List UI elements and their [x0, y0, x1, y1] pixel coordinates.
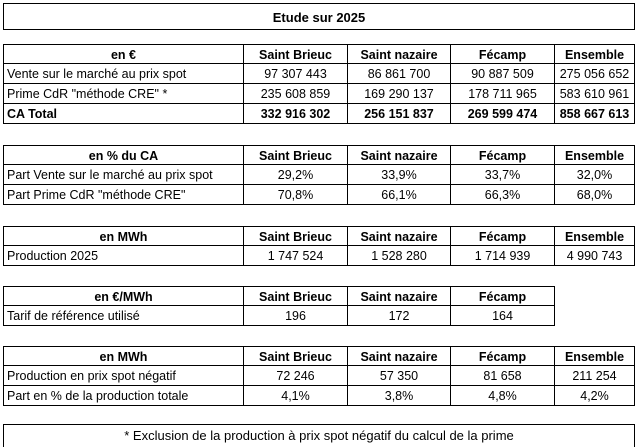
- value-cell[interactable]: 68,0%: [555, 185, 635, 205]
- value-cell[interactable]: 4,8%: [451, 386, 555, 406]
- value-cell[interactable]: 97 307 443: [244, 64, 348, 84]
- column-header[interactable]: Saint Brieuc: [244, 226, 348, 246]
- value-cell[interactable]: 72 246: [244, 366, 348, 386]
- header-unit[interactable]: en €/MWh: [3, 286, 244, 306]
- value-cell[interactable]: 235 608 859: [244, 84, 348, 104]
- column-header[interactable]: Saint nazaire: [348, 44, 451, 64]
- value-cell[interactable]: 583 610 961: [555, 84, 635, 104]
- value-cell[interactable]: 3,8%: [348, 386, 451, 406]
- column-header[interactable]: Ensemble: [555, 44, 635, 64]
- column-header[interactable]: Saint nazaire: [348, 346, 451, 366]
- row-label[interactable]: CA Total: [3, 104, 244, 124]
- column-header[interactable]: Saint Brieuc: [244, 44, 348, 64]
- table-row: Production 2025 1 747 524 1 528 280 1 71…: [0, 246, 636, 266]
- row-label[interactable]: Part en % de la production totale: [3, 386, 244, 406]
- value-cell[interactable]: 211 254: [555, 366, 635, 386]
- row-label[interactable]: Prime CdR "méthode CRE" *: [3, 84, 244, 104]
- value-cell[interactable]: 33,7%: [451, 165, 555, 185]
- value-cell[interactable]: 164: [451, 306, 555, 326]
- value-cell[interactable]: 4,2%: [555, 386, 635, 406]
- value-cell[interactable]: 57 350: [348, 366, 451, 386]
- row-label[interactable]: Production en prix spot négatif: [3, 366, 244, 386]
- column-header[interactable]: Ensemble: [555, 346, 635, 366]
- table-row: Production en prix spot négatif 72 246 5…: [0, 366, 636, 386]
- column-header[interactable]: Saint nazaire: [348, 226, 451, 246]
- table-header-row: en MWh Saint Brieuc Saint nazaire Fécamp…: [0, 226, 636, 246]
- value-cell[interactable]: 332 916 302: [244, 104, 348, 124]
- table-header-row: en % du CA Saint Brieuc Saint nazaire Fé…: [0, 145, 636, 165]
- table-row-total: CA Total 332 916 302 256 151 837 269 599…: [0, 104, 636, 124]
- value-cell[interactable]: 66,1%: [348, 185, 451, 205]
- value-cell[interactable]: 196: [244, 306, 348, 326]
- column-header[interactable]: Ensemble: [555, 145, 635, 165]
- row-label[interactable]: Part Prime CdR "méthode CRE": [3, 185, 244, 205]
- sheet-title[interactable]: Etude sur 2025: [3, 3, 635, 30]
- value-cell[interactable]: 178 711 965: [451, 84, 555, 104]
- column-header[interactable]: Ensemble: [555, 226, 635, 246]
- value-cell[interactable]: 4 990 743: [555, 246, 635, 266]
- value-cell[interactable]: 858 667 613: [555, 104, 635, 124]
- value-cell[interactable]: 32,0%: [555, 165, 635, 185]
- value-cell[interactable]: 33,9%: [348, 165, 451, 185]
- value-cell[interactable]: 29,2%: [244, 165, 348, 185]
- column-header[interactable]: Saint nazaire: [348, 145, 451, 165]
- table-row: Part Prime CdR "méthode CRE" 70,8% 66,1%…: [0, 185, 636, 205]
- column-header[interactable]: Saint nazaire: [348, 286, 451, 306]
- value-cell[interactable]: 4,1%: [244, 386, 348, 406]
- column-header[interactable]: Fécamp: [451, 286, 555, 306]
- header-unit[interactable]: en MWh: [3, 226, 244, 246]
- value-cell[interactable]: 269 599 474: [451, 104, 555, 124]
- value-cell[interactable]: 1 714 939: [451, 246, 555, 266]
- row-label[interactable]: Production 2025: [3, 246, 244, 266]
- column-header[interactable]: Saint Brieuc: [244, 346, 348, 366]
- value-cell[interactable]: 90 887 509: [451, 64, 555, 84]
- table-row: Vente sur le marché au prix spot 97 307 …: [0, 64, 636, 84]
- row-label[interactable]: Tarif de référence utilisé: [3, 306, 244, 326]
- value-cell[interactable]: 275 056 652: [555, 64, 635, 84]
- table-row: Prime CdR "méthode CRE" * 235 608 859 16…: [0, 84, 636, 104]
- header-unit[interactable]: en €: [3, 44, 244, 64]
- column-header[interactable]: Fécamp: [451, 44, 555, 64]
- value-cell[interactable]: 81 658: [451, 366, 555, 386]
- header-unit[interactable]: en MWh: [3, 346, 244, 366]
- column-header[interactable]: Saint Brieuc: [244, 286, 348, 306]
- footnote[interactable]: * Exclusion de la production à prix spot…: [3, 424, 635, 447]
- column-header[interactable]: Saint Brieuc: [244, 145, 348, 165]
- value-cell[interactable]: 86 861 700: [348, 64, 451, 84]
- header-unit[interactable]: en % du CA: [3, 145, 244, 165]
- table-header-row: en € Saint Brieuc Saint nazaire Fécamp E…: [0, 44, 636, 64]
- value-cell[interactable]: 66,3%: [451, 185, 555, 205]
- column-header[interactable]: Fécamp: [451, 226, 555, 246]
- table-header-row: en €/MWh Saint Brieuc Saint nazaire Féca…: [0, 286, 636, 306]
- value-cell[interactable]: 169 290 137: [348, 84, 451, 104]
- value-cell[interactable]: 1 528 280: [348, 246, 451, 266]
- table-row: Tarif de référence utilisé 196 172 164: [0, 306, 636, 326]
- value-cell[interactable]: 70,8%: [244, 185, 348, 205]
- row-label[interactable]: Vente sur le marché au prix spot: [3, 64, 244, 84]
- column-header[interactable]: Fécamp: [451, 145, 555, 165]
- value-cell[interactable]: 1 747 524: [244, 246, 348, 266]
- table-header-row: en MWh Saint Brieuc Saint nazaire Fécamp…: [0, 346, 636, 366]
- value-cell[interactable]: 256 151 837: [348, 104, 451, 124]
- value-cell[interactable]: 172: [348, 306, 451, 326]
- table-row: Part Vente sur le marché au prix spot 29…: [0, 165, 636, 185]
- table-row: Part en % de la production totale 4,1% 3…: [0, 386, 636, 406]
- column-header[interactable]: Fécamp: [451, 346, 555, 366]
- row-label[interactable]: Part Vente sur le marché au prix spot: [3, 165, 244, 185]
